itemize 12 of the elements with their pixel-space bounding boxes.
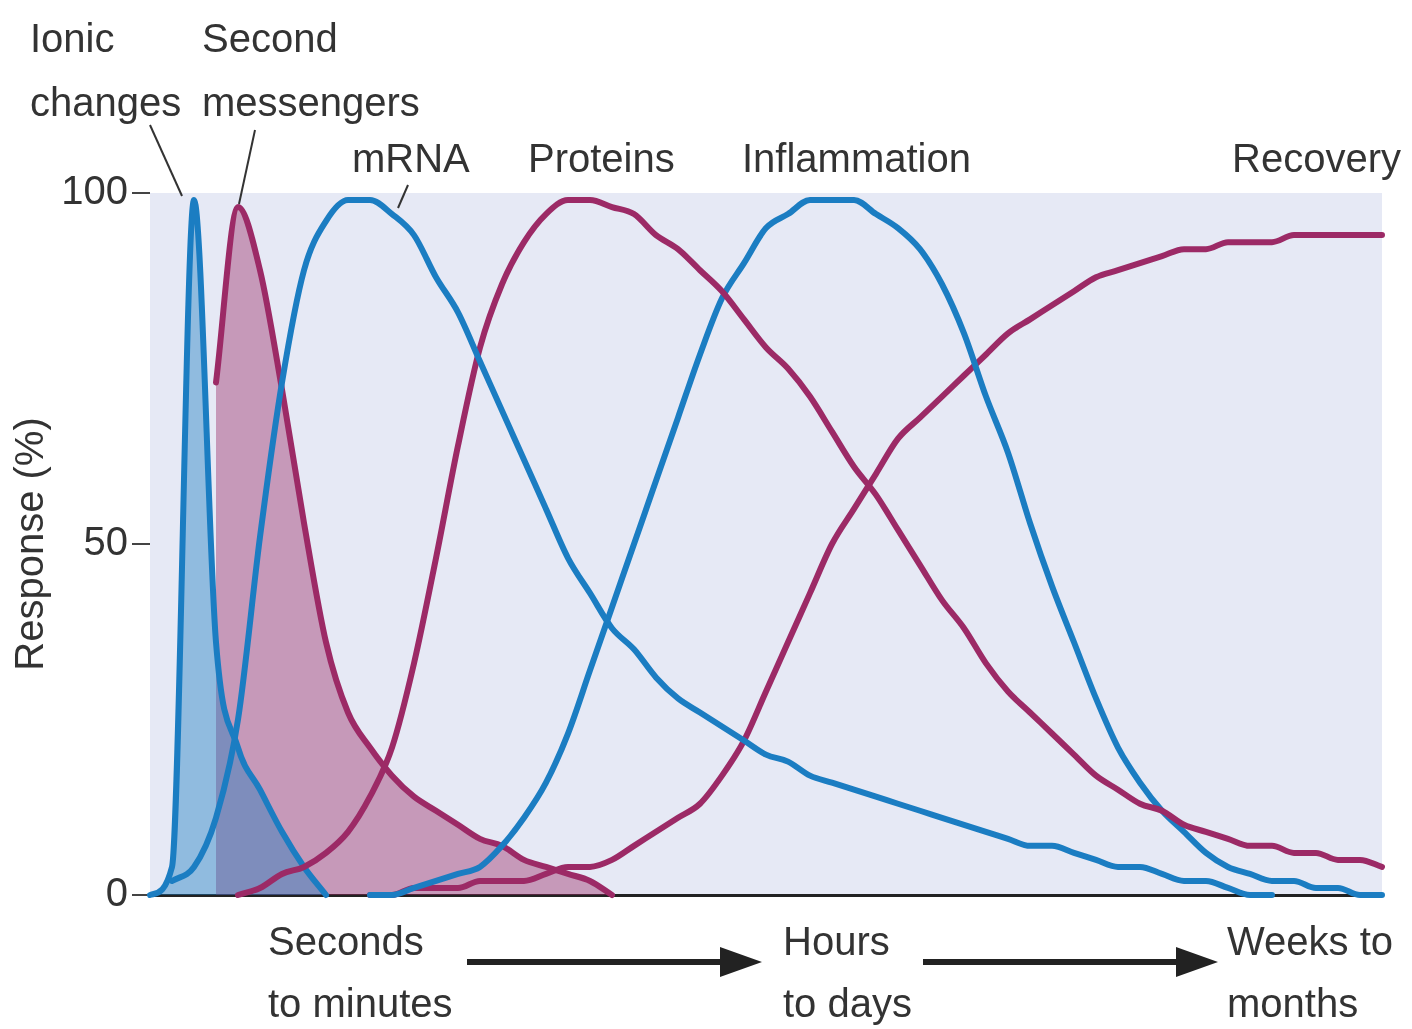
y-axis-title: Response (%) [7, 417, 52, 671]
y-tick-label: 0 [105, 870, 128, 915]
text: Weeks to months [1227, 919, 1393, 1025]
y-tick-label: 50 [83, 519, 128, 564]
series-label: mRNA [352, 136, 471, 180]
series-label: Inflammation [742, 136, 971, 180]
text: Seconds to minutes [268, 919, 453, 1025]
y-tick-label: 100 [61, 168, 128, 213]
series-label: Proteins [528, 136, 675, 180]
series-label: Recovery [1232, 136, 1401, 180]
text: Hours to days [783, 919, 912, 1025]
series-label: Ionic changes [30, 16, 182, 124]
